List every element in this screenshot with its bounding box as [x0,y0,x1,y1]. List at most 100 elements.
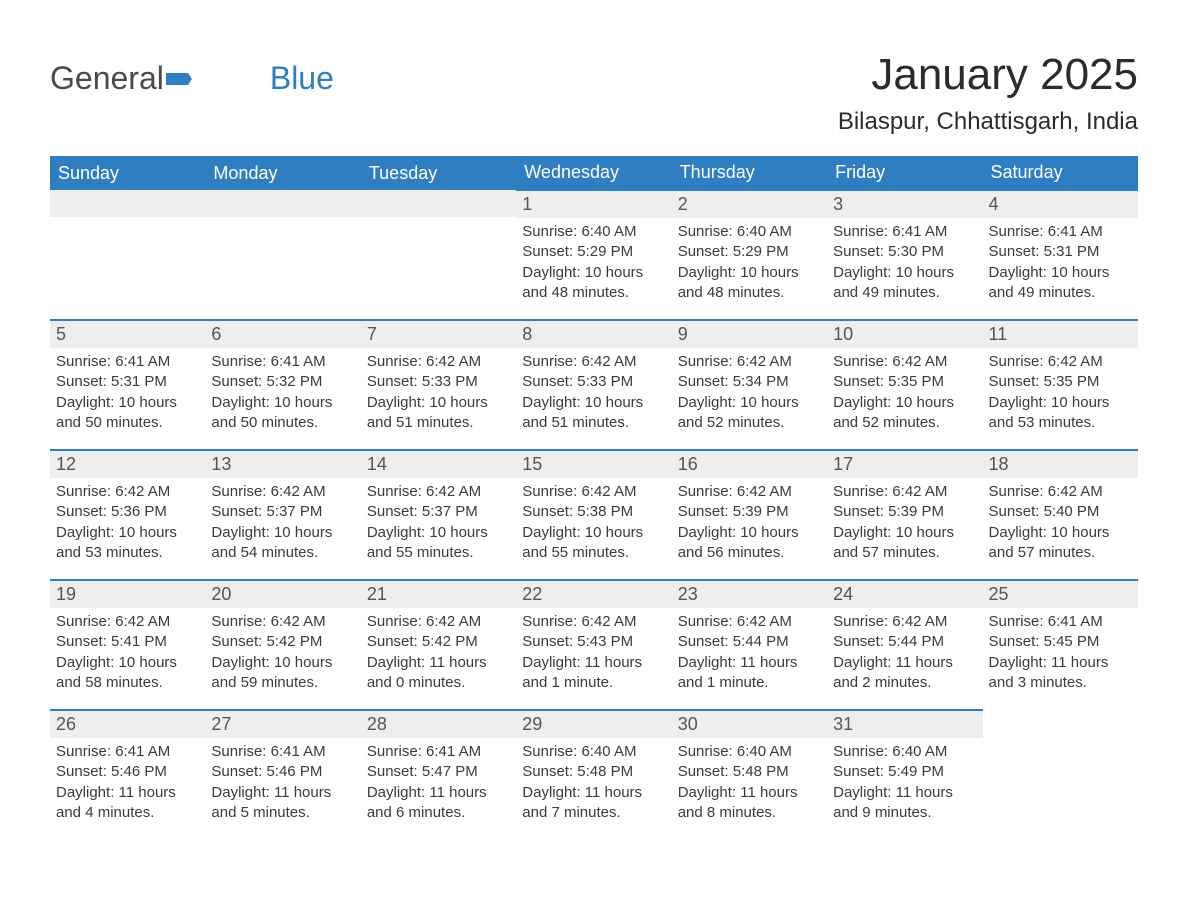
day-details: Sunrise: 6:42 AMSunset: 5:41 PMDaylight:… [50,608,205,697]
daylight-text: Daylight: 10 hours [56,523,199,543]
sunset-text: Sunset: 5:40 PM [989,502,1132,522]
day-number: 4 [983,191,1138,218]
sunrise-text: Sunrise: 6:40 AM [678,742,821,762]
day-details: Sunrise: 6:42 AMSunset: 5:36 PMDaylight:… [50,478,205,567]
day-details: Sunrise: 6:42 AMSunset: 5:37 PMDaylight:… [361,478,516,567]
calendar-cell [361,190,516,320]
daylight-text: and 59 minutes. [211,673,354,693]
logo-text-gray: General [50,60,164,97]
sunrise-text: Sunrise: 6:41 AM [833,222,976,242]
calendar-cell: 23Sunrise: 6:42 AMSunset: 5:44 PMDayligh… [672,580,827,710]
sunset-text: Sunset: 5:36 PM [56,502,199,522]
day-number: 20 [205,581,360,608]
daylight-text: Daylight: 10 hours [833,263,976,283]
sunset-text: Sunset: 5:35 PM [989,372,1132,392]
sunrise-text: Sunrise: 6:41 AM [989,222,1132,242]
sunrise-text: Sunrise: 6:42 AM [678,482,821,502]
day-details: Sunrise: 6:42 AMSunset: 5:40 PMDaylight:… [983,478,1138,567]
calendar-cell [205,190,360,320]
calendar-cell: 1Sunrise: 6:40 AMSunset: 5:29 PMDaylight… [516,190,671,320]
calendar-cell [983,710,1138,840]
sunrise-text: Sunrise: 6:42 AM [989,352,1132,372]
logo-flag-icon [166,60,192,97]
day-details: Sunrise: 6:41 AMSunset: 5:46 PMDaylight:… [205,738,360,827]
empty-daynum [50,190,205,217]
day-details: Sunrise: 6:42 AMSunset: 5:38 PMDaylight:… [516,478,671,567]
daylight-text: and 48 minutes. [678,283,821,303]
day-details: Sunrise: 6:42 AMSunset: 5:44 PMDaylight:… [672,608,827,697]
daylight-text: Daylight: 10 hours [211,523,354,543]
calendar-cell: 9Sunrise: 6:42 AMSunset: 5:34 PMDaylight… [672,320,827,450]
daylight-text: and 3 minutes. [989,673,1132,693]
weekday-header-row: Sunday Monday Tuesday Wednesday Thursday… [50,156,1138,190]
day-number: 10 [827,321,982,348]
daylight-text: and 54 minutes. [211,543,354,563]
day-details: Sunrise: 6:40 AMSunset: 5:48 PMDaylight:… [672,738,827,827]
day-number: 16 [672,451,827,478]
daylight-text: Daylight: 11 hours [678,783,821,803]
daylight-text: and 55 minutes. [522,543,665,563]
location: Bilaspur, Chhattisgarh, India [838,108,1138,136]
day-details: Sunrise: 6:41 AMSunset: 5:46 PMDaylight:… [50,738,205,827]
daylight-text: Daylight: 10 hours [522,393,665,413]
sunset-text: Sunset: 5:44 PM [678,632,821,652]
calendar-cell: 13Sunrise: 6:42 AMSunset: 5:37 PMDayligh… [205,450,360,580]
daylight-text: Daylight: 11 hours [367,653,510,673]
calendar-row: 5Sunrise: 6:41 AMSunset: 5:31 PMDaylight… [50,320,1138,450]
daylight-text: Daylight: 10 hours [833,523,976,543]
daylight-text: Daylight: 11 hours [833,653,976,673]
daylight-text: Daylight: 11 hours [678,653,821,673]
day-details: Sunrise: 6:42 AMSunset: 5:33 PMDaylight:… [361,348,516,437]
calendar-cell: 24Sunrise: 6:42 AMSunset: 5:44 PMDayligh… [827,580,982,710]
day-number: 18 [983,451,1138,478]
sunrise-text: Sunrise: 6:42 AM [367,352,510,372]
day-number: 2 [672,191,827,218]
day-details: Sunrise: 6:42 AMSunset: 5:43 PMDaylight:… [516,608,671,697]
day-details: Sunrise: 6:42 AMSunset: 5:35 PMDaylight:… [983,348,1138,437]
sunrise-text: Sunrise: 6:41 AM [56,352,199,372]
calendar-cell: 15Sunrise: 6:42 AMSunset: 5:38 PMDayligh… [516,450,671,580]
daylight-text: Daylight: 11 hours [211,783,354,803]
calendar-cell: 25Sunrise: 6:41 AMSunset: 5:45 PMDayligh… [983,580,1138,710]
sunset-text: Sunset: 5:48 PM [522,762,665,782]
daylight-text: and 53 minutes. [989,413,1132,433]
sunset-text: Sunset: 5:34 PM [678,372,821,392]
day-number: 31 [827,711,982,738]
day-number: 30 [672,711,827,738]
sunset-text: Sunset: 5:30 PM [833,242,976,262]
sunrise-text: Sunrise: 6:41 AM [367,742,510,762]
day-details: Sunrise: 6:40 AMSunset: 5:48 PMDaylight:… [516,738,671,827]
daylight-text: Daylight: 10 hours [367,393,510,413]
sunset-text: Sunset: 5:37 PM [367,502,510,522]
day-number: 19 [50,581,205,608]
calendar-cell: 16Sunrise: 6:42 AMSunset: 5:39 PMDayligh… [672,450,827,580]
daylight-text: Daylight: 11 hours [522,653,665,673]
day-details: Sunrise: 6:42 AMSunset: 5:39 PMDaylight:… [672,478,827,567]
daylight-text: Daylight: 11 hours [522,783,665,803]
daylight-text: and 1 minute. [678,673,821,693]
page-title: January 2025 [838,50,1138,100]
daylight-text: Daylight: 11 hours [367,783,510,803]
logo: GeneralBlue [50,50,334,97]
sunrise-text: Sunrise: 6:41 AM [989,612,1132,632]
daylight-text: Daylight: 10 hours [211,653,354,673]
calendar-row: 26Sunrise: 6:41 AMSunset: 5:46 PMDayligh… [50,710,1138,840]
sunset-text: Sunset: 5:31 PM [989,242,1132,262]
header: GeneralBlue January 2025 Bilaspur, Chhat… [50,50,1138,136]
sunrise-text: Sunrise: 6:40 AM [522,222,665,242]
calendar-body: 1Sunrise: 6:40 AMSunset: 5:29 PMDaylight… [50,190,1138,840]
daylight-text: and 56 minutes. [678,543,821,563]
day-details: Sunrise: 6:42 AMSunset: 5:42 PMDaylight:… [205,608,360,697]
calendar-cell: 21Sunrise: 6:42 AMSunset: 5:42 PMDayligh… [361,580,516,710]
calendar-cell: 12Sunrise: 6:42 AMSunset: 5:36 PMDayligh… [50,450,205,580]
day-number: 26 [50,711,205,738]
calendar-row: 19Sunrise: 6:42 AMSunset: 5:41 PMDayligh… [50,580,1138,710]
calendar-cell: 7Sunrise: 6:42 AMSunset: 5:33 PMDaylight… [361,320,516,450]
calendar-cell: 14Sunrise: 6:42 AMSunset: 5:37 PMDayligh… [361,450,516,580]
daylight-text: Daylight: 10 hours [678,523,821,543]
daylight-text: Daylight: 10 hours [522,523,665,543]
sunset-text: Sunset: 5:37 PM [211,502,354,522]
day-number: 11 [983,321,1138,348]
daylight-text: and 4 minutes. [56,803,199,823]
calendar-cell: 28Sunrise: 6:41 AMSunset: 5:47 PMDayligh… [361,710,516,840]
